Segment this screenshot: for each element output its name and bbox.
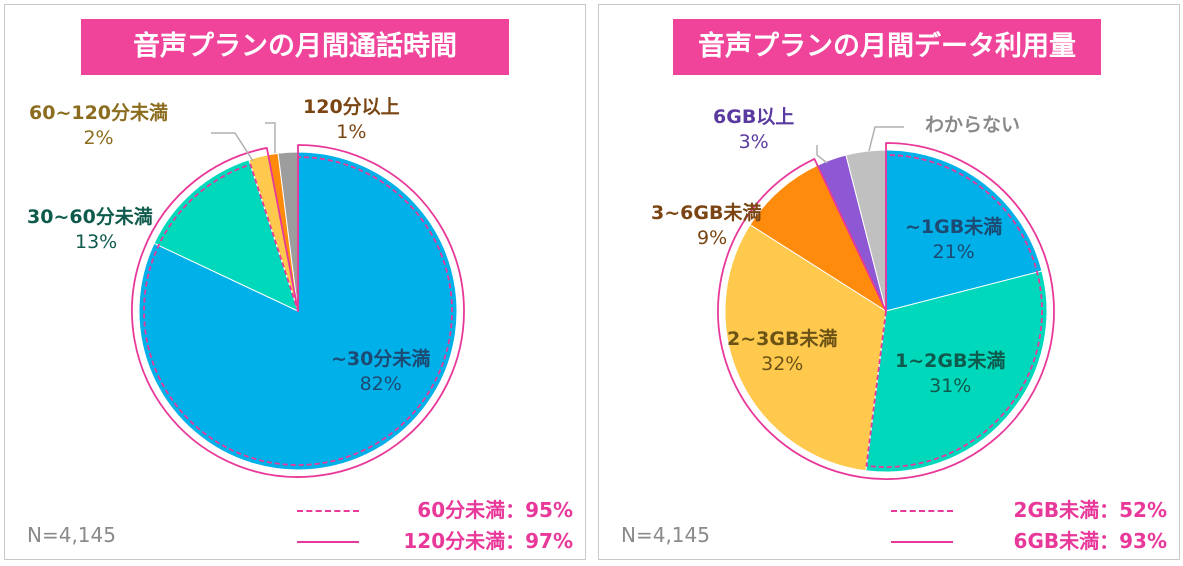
cumulative-solid-outline — [717, 142, 1055, 480]
leader-line — [211, 132, 254, 162]
slice-percent: 31% — [929, 375, 972, 397]
slice-label-under-1gb: ~1GB未満 21% — [905, 215, 1002, 265]
slice-name: 60~120分未満 — [29, 102, 169, 124]
slice-name: わからない — [925, 114, 1021, 136]
slice-percent: 13% — [75, 231, 118, 253]
chart-title: 音声プランの月間通話時間 — [81, 19, 509, 75]
legend-text: 120分未満：97% — [403, 529, 573, 553]
solid-line-swatch — [297, 541, 359, 543]
pie-slice — [885, 149, 1043, 312]
slice-name: 30~60分未満 — [27, 206, 153, 228]
slice-name: 120分以上 — [303, 96, 400, 118]
slice-label-over-6gb: 6GB以上 3% — [713, 105, 794, 155]
slice-percent: 3% — [738, 131, 769, 153]
legend-dashed: 2GB未満：52% — [891, 496, 1167, 524]
slice-percent: 2% — [83, 127, 114, 149]
pie-slice — [153, 159, 299, 312]
slice-percent: 82% — [359, 373, 402, 395]
sample-size-label: N=4,145 — [621, 523, 710, 547]
slice-name: ~1GB未満 — [905, 216, 1003, 238]
dashed-line-swatch — [891, 510, 953, 512]
slice-label-under-30: ~30分未満 82% — [331, 347, 430, 397]
legend-solid: 6GB未満：93% — [891, 527, 1167, 555]
leader-line — [816, 145, 828, 164]
cumulative-dashed-outline — [865, 154, 1043, 468]
sample-size-label: N=4,145 — [27, 523, 116, 547]
slice-name: 6GB以上 — [713, 106, 795, 128]
chart-panel-call-time: 音声プランの月間通話時間 ~30分未満 82% 30~60分未満 13% 60~… — [4, 4, 586, 560]
slice-percent: 32% — [761, 353, 804, 375]
pie-slice — [724, 224, 887, 472]
slice-label-3-6gb: 3~6GB未満 9% — [651, 201, 761, 251]
dashed-line-swatch — [297, 510, 359, 512]
legend-text: 60分未満：95% — [417, 498, 573, 522]
slice-name: ~30分未満 — [331, 348, 431, 370]
slice-label-2-3gb: 2~3GB未満 32% — [727, 327, 837, 377]
slice-name: 3~6GB未満 — [651, 202, 762, 224]
slice-percent: 21% — [932, 241, 975, 263]
leader-line — [868, 126, 904, 152]
slice-label-over-120: 120分以上 1% — [303, 95, 400, 145]
chart-title: 音声プランの月間データ利用量 — [673, 19, 1101, 75]
leader-line — [265, 122, 276, 153]
slice-percent: 1% — [336, 121, 367, 143]
solid-line-swatch — [891, 541, 953, 543]
pie-slice — [865, 270, 1048, 473]
legend-dashed: 60分未満：95% — [297, 496, 573, 524]
pie-chart-call-time — [131, 122, 465, 478]
slice-name: 1~2GB未満 — [895, 350, 1006, 372]
legend-text: 2GB未満：52% — [1013, 498, 1167, 522]
legend-solid: 120分未満：97% — [297, 527, 573, 555]
slice-label-60-120: 60~120分未満 2% — [29, 101, 168, 151]
slice-name: 2~3GB未満 — [727, 328, 838, 350]
pie-slice — [749, 164, 888, 313]
chart-panel-data-usage: 音声プランの月間データ利用量 ~1GB未満 21% 1~2GB未満 31% 2~… — [598, 4, 1180, 560]
slice-label-1-2gb: 1~2GB未満 31% — [895, 349, 1005, 399]
slice-percent: 9% — [697, 227, 728, 249]
legend-text: 6GB未満：93% — [1013, 529, 1167, 553]
slice-label-unknown: わからない — [925, 113, 1020, 138]
slice-label-30-60: 30~60分未満 13% — [27, 205, 153, 255]
cumulative-solid-outline — [131, 144, 465, 478]
pie-chart-data-usage — [717, 126, 1055, 480]
